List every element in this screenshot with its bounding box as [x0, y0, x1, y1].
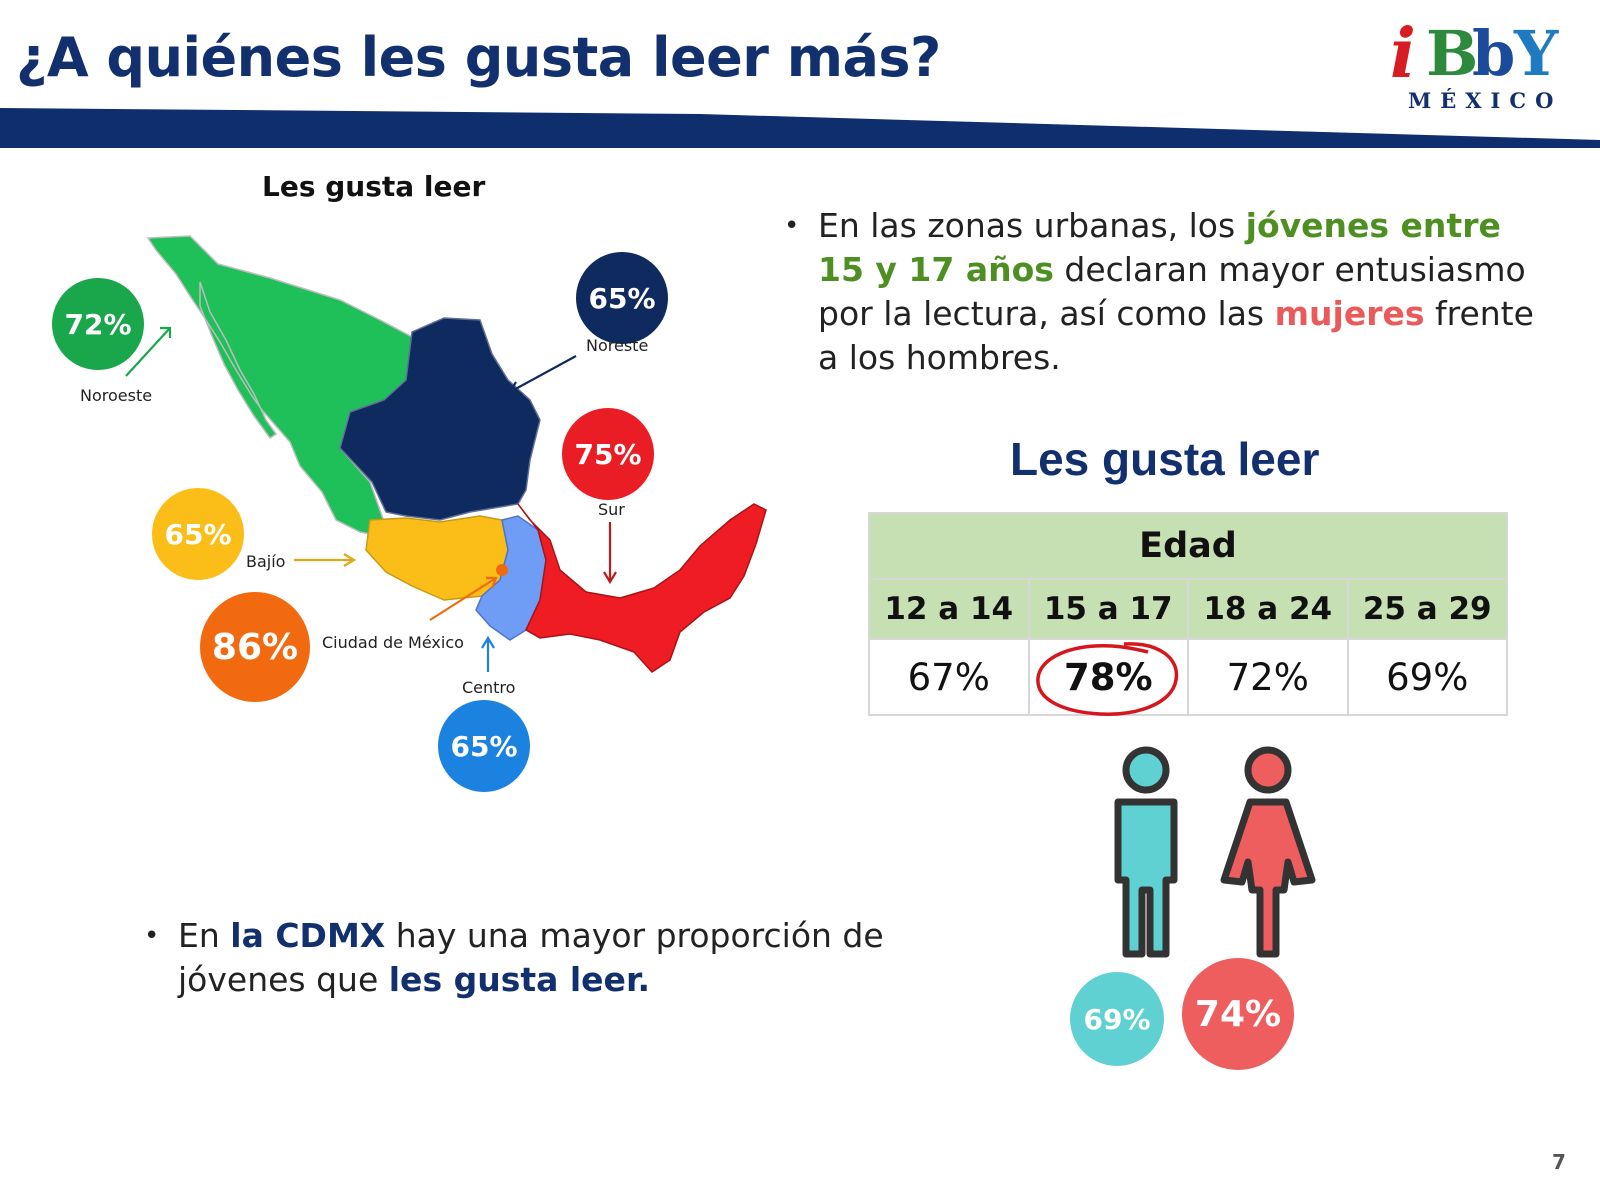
logo-letter-i: i [1390, 14, 1416, 94]
table-column-header: 15 a 17 [1027, 578, 1189, 640]
label-noroeste: Noroeste [80, 386, 153, 405]
bullet-dot: • [784, 211, 800, 241]
table-cell: 72% [1187, 638, 1349, 716]
logo-subtitle: MÉXICO [1408, 88, 1563, 113]
label-bajio: Bajío [246, 552, 286, 571]
bullet-text: En [178, 916, 231, 955]
bubble-noroeste: 72% [52, 278, 144, 370]
mexico-region-map [125, 235, 767, 673]
bullet-text: hay una mayor proporción de jóvenes que [178, 916, 884, 999]
label-sur: Sur [598, 500, 625, 519]
table-cell-highlighted: 78% [1027, 638, 1189, 716]
bullet-dot: • [144, 921, 160, 951]
bullet-text: frente a los hombres. [818, 294, 1534, 377]
highlight-age-range: jóvenes entre 15 y 17 años [818, 206, 1501, 289]
table-title: Les gusta leer [1010, 433, 1320, 485]
map-region-cdmx [496, 564, 508, 576]
map-region-bajio [365, 515, 509, 601]
man-icon [1114, 746, 1178, 958]
bubble-women: 74% [1182, 958, 1294, 1070]
highlight-women: mujeres [1274, 294, 1425, 333]
bubble-men: 69% [1070, 972, 1164, 1066]
table-cell: 69% [1346, 638, 1508, 716]
age-table: Edad 12 a 14 15 a 17 18 a 24 25 a 29 67%… [868, 512, 1508, 716]
map-region-noreste [339, 317, 541, 521]
table-column-header: 18 a 24 [1187, 578, 1349, 640]
table-column-header: 12 a 14 [868, 578, 1030, 640]
bubble-noreste: 65% [576, 252, 668, 344]
ibby-logo: i B b Y MÉXICO [1390, 14, 1560, 114]
table-column-header: 25 a 29 [1346, 578, 1508, 640]
header-band [0, 108, 1600, 148]
label-cdmx: Ciudad de México [322, 633, 464, 652]
urban-youth-bullet: • En las zonas urbanas, los jóvenes entr… [784, 204, 1558, 380]
bubble-bajio: 65% [152, 488, 244, 580]
table-group-header: Edad [868, 512, 1508, 580]
highlight-like-reading: les gusta leer. [388, 960, 651, 999]
bullet-text: En las zonas urbanas, los [818, 206, 1246, 245]
label-noreste: Noreste [586, 336, 649, 355]
label-centro: Centro [462, 678, 516, 697]
bubble-sur: 75% [562, 408, 654, 500]
bubble-centro: 65% [438, 700, 530, 792]
map-region-noroeste [146, 235, 421, 539]
logo-letter-b2: b [1472, 17, 1516, 90]
highlight-cdmx: la CDMX [230, 916, 386, 955]
bubble-cdmx: 86% [200, 592, 310, 702]
page-number: 7 [1552, 1150, 1566, 1174]
cdmx-bullet: • En la CDMX hay una mayor proporción de… [144, 914, 958, 1002]
page-title: ¿A quiénes les gusta leer más? [16, 26, 941, 89]
logo-letter-b1: B [1426, 17, 1479, 90]
map-region-sur [517, 503, 767, 673]
gender-figures [1114, 746, 1316, 958]
woman-icon [1220, 746, 1316, 958]
table-cell: 67% [868, 638, 1030, 716]
logo-letter-y: Y [1514, 17, 1559, 90]
bullet-text: declaran mayor entusiasmo por la lectura… [818, 250, 1526, 333]
map-title: Les gusta leer [262, 170, 486, 203]
